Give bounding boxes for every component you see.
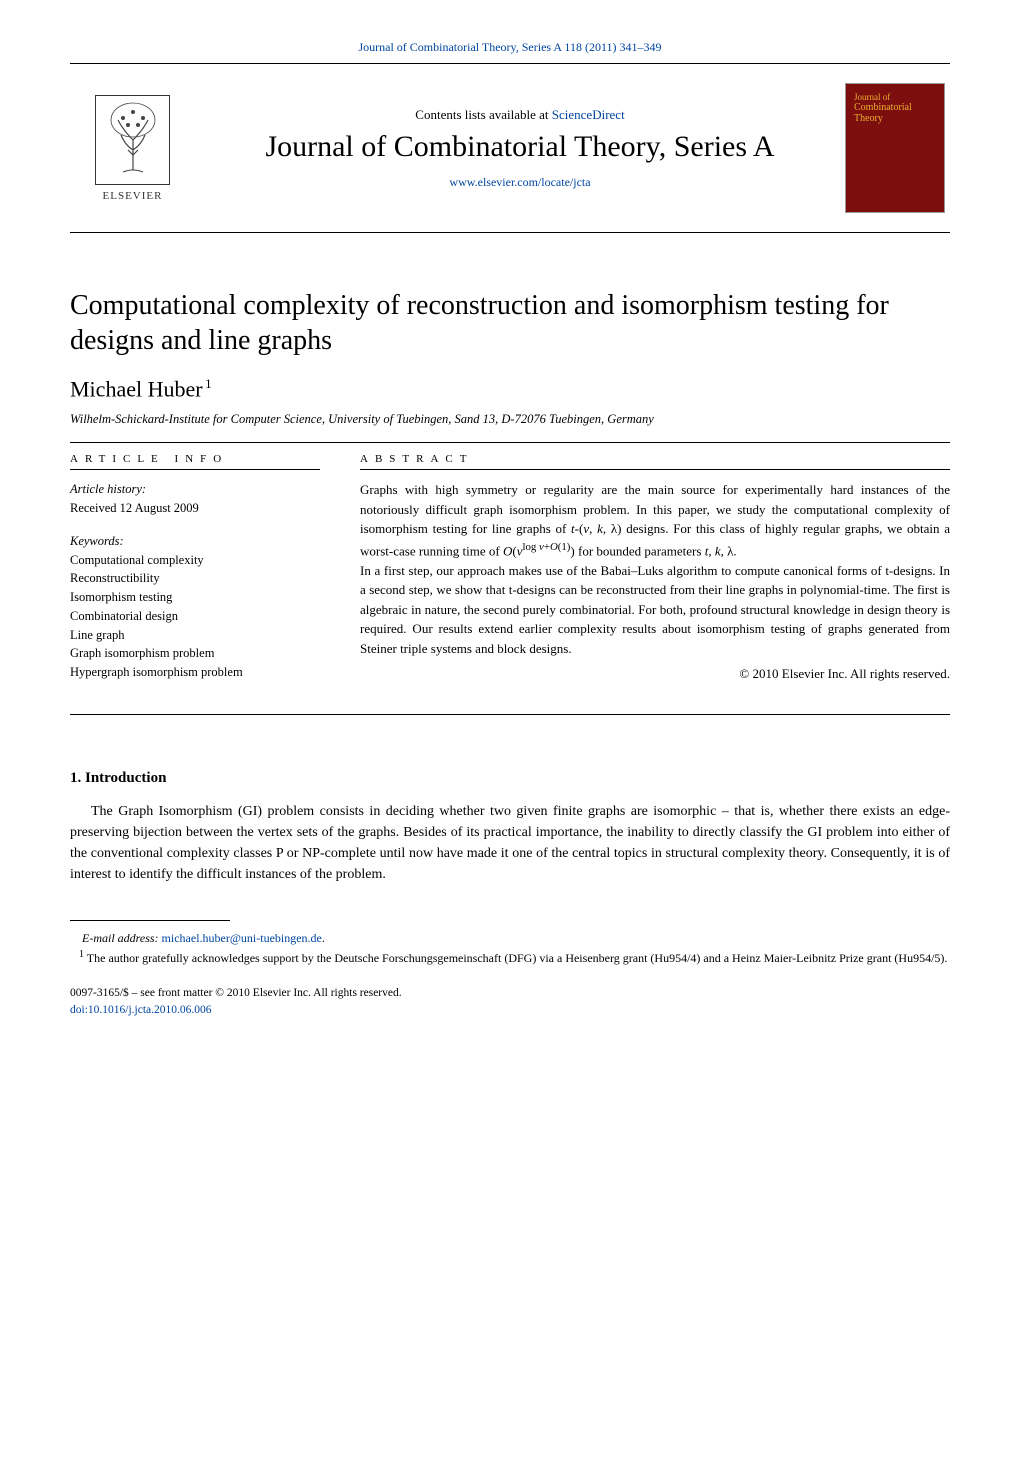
copyright-line: © 2010 Elsevier Inc. All rights reserved… — [360, 666, 950, 682]
keywords-block: Keywords: Computational complexity Recon… — [70, 532, 320, 682]
abstract-text: Graphs with high symmetry or regularity … — [360, 480, 950, 658]
keyword: Reconstructibility — [70, 569, 320, 588]
divider — [70, 714, 950, 715]
journal-title: Journal of Combinatorial Theory, Series … — [205, 129, 835, 165]
cover-line2: Combinatorial — [854, 102, 936, 113]
footnotes: E-mail address: michael.huber@uni-tuebin… — [70, 929, 950, 967]
affiliation: Wilhelm-Schickard-Institute for Computer… — [70, 412, 950, 427]
publisher-logo-block: ELSEVIER — [70, 85, 195, 212]
footer-block: 0097-3165/$ – see front matter © 2010 El… — [70, 985, 950, 1020]
elsevier-tree-icon — [95, 95, 170, 185]
article-info-label: ARTICLE INFO — [70, 453, 320, 465]
publisher-name: ELSEVIER — [103, 190, 163, 202]
abstract-p1: Graphs with high symmetry or regularity … — [360, 480, 950, 560]
divider — [70, 442, 950, 443]
contents-line: Contents lists available at ScienceDirec… — [205, 107, 835, 123]
email-footnote: E-mail address: michael.huber@uni-tuebin… — [70, 929, 950, 947]
journal-url-link[interactable]: www.elsevier.com/locate/jcta — [449, 175, 590, 189]
keyword: Graph isomorphism problem — [70, 644, 320, 663]
author-footnote-marker: 1 — [203, 376, 212, 391]
keyword: Line graph — [70, 626, 320, 645]
history-text: Received 12 August 2009 — [70, 499, 320, 518]
citation-link[interactable]: Journal of Combinatorial Theory, Series … — [358, 40, 661, 54]
journal-url: www.elsevier.com/locate/jcta — [205, 175, 835, 190]
doi-link[interactable]: doi:10.1016/j.jcta.2010.06.006 — [70, 1004, 212, 1016]
article-title: Computational complexity of reconstructi… — [70, 288, 950, 358]
footnote-divider — [70, 920, 230, 921]
sciencedirect-link[interactable]: ScienceDirect — [552, 107, 625, 122]
keyword: Hypergraph isomorphism problem — [70, 663, 320, 682]
abstract-p2: In a first step, our approach makes use … — [360, 561, 950, 659]
abstract-label: ABSTRACT — [360, 453, 950, 465]
keyword: Computational complexity — [70, 551, 320, 570]
contents-prefix: Contents lists available at — [415, 107, 551, 122]
issn-copyright-line: 0097-3165/$ – see front matter © 2010 El… — [70, 985, 950, 1002]
intro-paragraph: The Graph Isomorphism (GI) problem consi… — [70, 801, 950, 885]
keyword: Isomorphism testing — [70, 588, 320, 607]
citation-header: Journal of Combinatorial Theory, Series … — [70, 40, 950, 55]
funding-footnote: 1 The author gratefully acknowledges sup… — [70, 947, 950, 967]
keyword: Combinatorial design — [70, 607, 320, 626]
header-bar: ELSEVIER Contents lists available at Sci… — [70, 63, 950, 233]
keywords-label: Keywords: — [70, 532, 320, 551]
header-center: Contents lists available at ScienceDirec… — [195, 97, 845, 200]
article-info-column: ARTICLE INFO Article history: Received 1… — [70, 453, 320, 696]
author-text: Michael Huber — [70, 376, 203, 401]
doi-line: doi:10.1016/j.jcta.2010.06.006 — [70, 1002, 950, 1019]
abstract-column: ABSTRACT Graphs with high symmetry or re… — [360, 453, 950, 696]
divider — [360, 469, 950, 470]
divider — [70, 469, 320, 470]
cover-line1: Journal of — [854, 92, 936, 102]
journal-cover-thumb: Journal of Combinatorial Theory — [845, 83, 945, 213]
author-email-link[interactable]: michael.huber@uni-tuebingen.de — [162, 931, 322, 945]
email-label: E-mail address: — [82, 931, 162, 945]
footnote-text: The author gratefully acknowledges suppo… — [84, 951, 947, 965]
history-label: Article history: — [70, 480, 320, 499]
author-name: Michael Huber 1 — [70, 376, 950, 402]
article-history-block: Article history: Received 12 August 2009 — [70, 480, 320, 518]
cover-line3: Theory — [854, 113, 936, 124]
section-heading-introduction: 1. Introduction — [70, 770, 950, 787]
info-abstract-row: ARTICLE INFO Article history: Received 1… — [70, 453, 950, 696]
